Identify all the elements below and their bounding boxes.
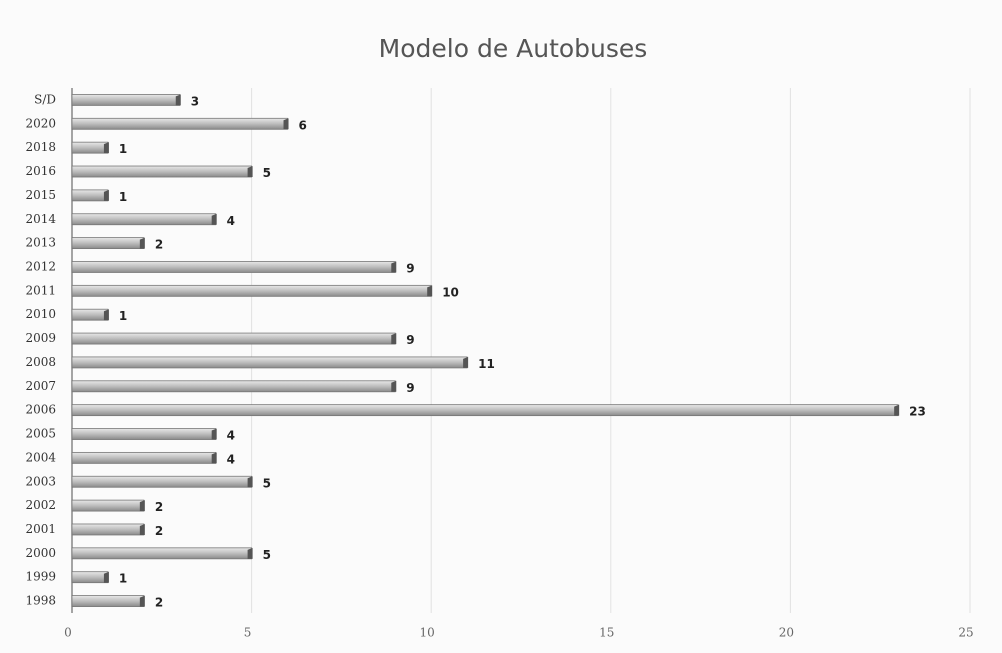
- bar-cap: [247, 547, 253, 559]
- value-label: 23: [909, 405, 926, 419]
- bar-cap: [247, 476, 253, 488]
- y-tick-label: 2007: [25, 379, 56, 393]
- y-tick-label: 2015: [25, 188, 56, 202]
- value-label: 1: [119, 309, 127, 323]
- bar: [71, 380, 396, 393]
- bar-cap: [103, 189, 109, 201]
- chart-title: Modelo de Autobuses: [379, 34, 648, 63]
- bar-cap: [463, 356, 469, 368]
- bar-cap: [391, 261, 397, 273]
- y-tick-label: S/D: [34, 92, 56, 106]
- y-tick-label: 2006: [25, 403, 56, 417]
- bar-cap: [139, 237, 145, 249]
- value-label: 1: [119, 142, 127, 156]
- y-tick-label: 2012: [25, 259, 56, 273]
- value-label: 3: [191, 94, 199, 108]
- bar: [71, 213, 217, 226]
- bar-cap: [103, 571, 109, 583]
- y-tick-label: 2011: [25, 283, 56, 297]
- y-tick-label: 2016: [25, 164, 56, 178]
- bar: [71, 332, 396, 345]
- value-label: 5: [263, 166, 271, 180]
- y-tick-label: 2010: [25, 307, 56, 321]
- bar-cap: [211, 428, 217, 440]
- y-tick-label: 1998: [25, 594, 56, 608]
- y-tick-label: 2008: [25, 355, 56, 369]
- value-label: 9: [406, 333, 414, 347]
- y-tick-label: 2004: [25, 450, 56, 464]
- bar: [71, 475, 253, 488]
- x-tick-label: 25: [958, 626, 973, 640]
- bar-cap: [391, 380, 397, 392]
- bar-cap: [247, 166, 253, 178]
- value-label: 2: [155, 500, 163, 514]
- bar-cap: [175, 94, 181, 106]
- y-tick-label: 2001: [25, 522, 56, 536]
- x-tick-label: 10: [420, 626, 435, 640]
- x-tick-label: 15: [599, 626, 614, 640]
- value-label: 4: [227, 452, 235, 466]
- bar: [71, 428, 217, 440]
- x-tick-label: 20: [779, 626, 794, 640]
- bar-cap: [427, 285, 433, 297]
- y-tick-label: 1999: [25, 570, 56, 584]
- y-tick-label: 2020: [25, 116, 56, 130]
- y-tick-label: 2009: [25, 331, 56, 345]
- bar: [71, 237, 145, 250]
- bar-cap: [139, 523, 145, 535]
- bar-cap: [139, 595, 145, 607]
- bar: [71, 523, 145, 536]
- value-label: 5: [263, 476, 271, 490]
- bar: [71, 356, 468, 369]
- bar: [71, 451, 217, 464]
- x-tick-label: 0: [64, 626, 72, 640]
- value-label: 11: [478, 357, 495, 371]
- value-label: 2: [155, 524, 163, 538]
- value-label: 4: [227, 429, 235, 443]
- bar-cap: [139, 500, 145, 512]
- bar: [71, 499, 145, 512]
- y-tick-label: 2003: [25, 474, 56, 488]
- bar-cap: [211, 452, 217, 464]
- bar-cap: [283, 118, 289, 130]
- value-label: 2: [155, 596, 163, 610]
- bar: [71, 94, 181, 106]
- bar-cap: [391, 333, 397, 345]
- bar: [71, 117, 288, 130]
- x-tick-label: 5: [244, 626, 252, 640]
- bar: [71, 189, 109, 202]
- y-tick-label: 2002: [25, 498, 56, 512]
- y-tick-label: 2000: [25, 546, 56, 560]
- bar: [71, 404, 899, 417]
- bar-cap: [103, 142, 109, 154]
- y-tick-label: 2013: [25, 236, 56, 250]
- bar-cap: [103, 309, 109, 321]
- bar: [71, 595, 145, 607]
- value-label: 1: [119, 572, 127, 586]
- bar: [71, 141, 109, 154]
- bar: [71, 284, 432, 297]
- bar: [71, 571, 109, 584]
- bar: [71, 547, 253, 560]
- value-label: 9: [406, 381, 414, 395]
- y-tick-label: 2005: [25, 427, 56, 441]
- bar: [71, 165, 253, 178]
- bar-cap: [894, 404, 900, 416]
- value-label: 10: [442, 285, 459, 299]
- value-label: 4: [227, 214, 235, 228]
- y-tick-label: 2014: [25, 212, 56, 226]
- bar-cap: [211, 213, 217, 225]
- bar: [71, 308, 109, 321]
- value-label: 1: [119, 190, 127, 204]
- value-label: 2: [155, 238, 163, 252]
- bar: [71, 261, 396, 273]
- y-tick-label: 2018: [25, 140, 56, 154]
- value-label: 6: [299, 118, 307, 132]
- value-label: 9: [406, 261, 414, 275]
- value-label: 5: [263, 548, 271, 562]
